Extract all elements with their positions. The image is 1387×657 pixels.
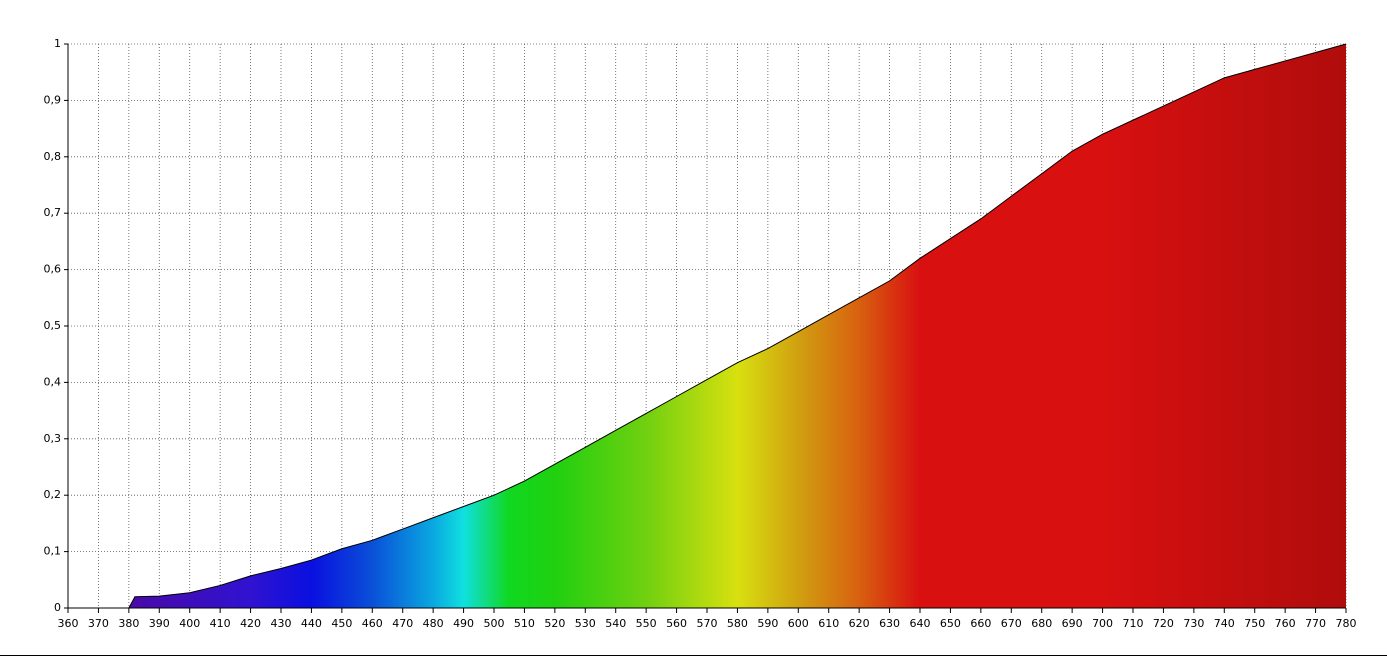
x-tick-label: 510 bbox=[514, 617, 535, 630]
x-tick-label: 550 bbox=[636, 617, 657, 630]
x-tick-label: 380 bbox=[118, 617, 139, 630]
x-tick-label: 720 bbox=[1153, 617, 1174, 630]
x-tick-label: 390 bbox=[149, 617, 170, 630]
x-tick-label: 560 bbox=[666, 617, 687, 630]
x-tick-label: 780 bbox=[1336, 617, 1357, 630]
x-tick-label: 680 bbox=[1031, 617, 1052, 630]
x-tick-label: 630 bbox=[879, 617, 900, 630]
x-tick-label: 640 bbox=[910, 617, 931, 630]
x-tick-label: 770 bbox=[1305, 617, 1326, 630]
x-tick-label: 580 bbox=[727, 617, 748, 630]
area-outline bbox=[68, 43, 1347, 609]
y-tick-label: 0,1 bbox=[44, 545, 62, 558]
x-tick-label: 650 bbox=[940, 617, 961, 630]
x-tick-label: 570 bbox=[697, 617, 718, 630]
x-tick-label: 660 bbox=[970, 617, 991, 630]
x-tick-label: 600 bbox=[788, 617, 809, 630]
x-tick-label: 460 bbox=[362, 617, 383, 630]
x-tick-label: 740 bbox=[1214, 617, 1235, 630]
x-tick-label: 480 bbox=[423, 617, 444, 630]
x-tick-label: 750 bbox=[1244, 617, 1265, 630]
y-tick-label: 0,8 bbox=[44, 150, 62, 163]
x-tick-label: 760 bbox=[1275, 617, 1296, 630]
x-tick-label: 540 bbox=[605, 617, 626, 630]
x-tick-label: 470 bbox=[392, 617, 413, 630]
x-tick-label: 440 bbox=[301, 617, 322, 630]
y-tick-label: 0,7 bbox=[44, 206, 62, 219]
x-tick-label: 490 bbox=[453, 617, 474, 630]
x-tick-label: 370 bbox=[88, 617, 109, 630]
y-tick-label: 0,6 bbox=[44, 263, 62, 276]
x-tick-label: 730 bbox=[1183, 617, 1204, 630]
x-tick-label: 670 bbox=[1001, 617, 1022, 630]
x-tick-label: 410 bbox=[210, 617, 231, 630]
y-tick-label: 0,4 bbox=[44, 375, 62, 388]
x-tick-label: 430 bbox=[271, 617, 292, 630]
x-tick-label: 620 bbox=[849, 617, 870, 630]
x-tick-label: 710 bbox=[1123, 617, 1144, 630]
x-tick-label: 690 bbox=[1062, 617, 1083, 630]
x-tick-label: 590 bbox=[757, 617, 778, 630]
x-tick-label: 420 bbox=[240, 617, 261, 630]
y-tick-label: 0,9 bbox=[44, 93, 62, 106]
y-tick-label: 0,5 bbox=[44, 319, 62, 332]
x-tick-label: 500 bbox=[484, 617, 505, 630]
x-tick-label: 610 bbox=[818, 617, 839, 630]
x-tick-label: 360 bbox=[58, 617, 79, 630]
x-tick-label: 450 bbox=[331, 617, 352, 630]
y-tick-label: 1 bbox=[54, 37, 61, 50]
y-tick-label: 0,3 bbox=[44, 432, 62, 445]
x-tick-label: 700 bbox=[1092, 617, 1113, 630]
x-tick-label: 400 bbox=[179, 617, 200, 630]
x-tick-label: 530 bbox=[575, 617, 596, 630]
y-tick-label: 0 bbox=[54, 601, 61, 614]
y-tick-label: 0,2 bbox=[44, 488, 62, 501]
x-tick-label: 520 bbox=[544, 617, 565, 630]
